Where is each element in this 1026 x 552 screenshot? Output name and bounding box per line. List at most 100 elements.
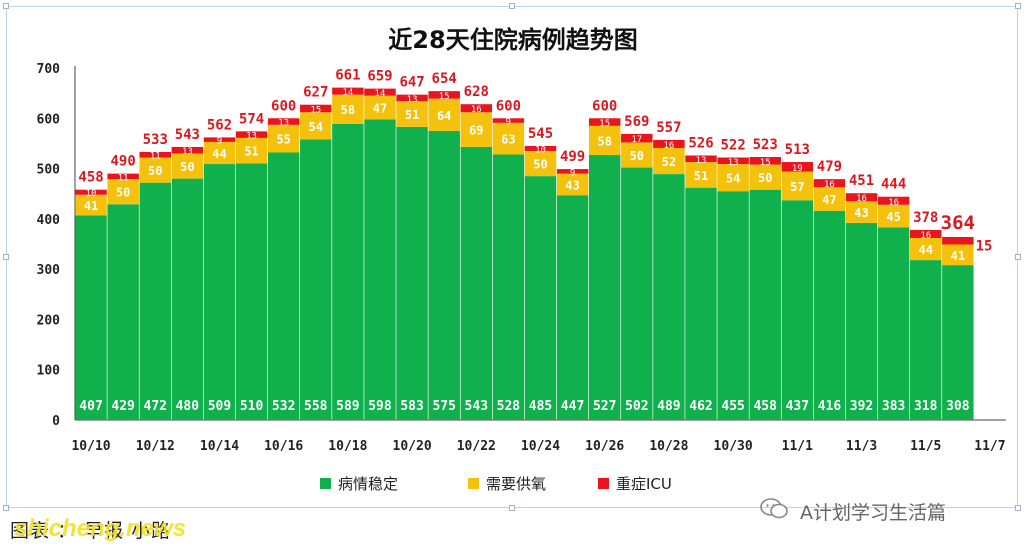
data-label-total: 557	[656, 120, 681, 136]
data-label-total: 647	[399, 75, 424, 91]
bar-oxygen	[300, 112, 332, 140]
data-label-total: 533	[143, 132, 168, 148]
data-label-stable: 489	[657, 399, 680, 414]
data-label-icu: 9	[217, 137, 222, 147]
bar-oxygen	[428, 98, 460, 131]
x-tick-label: 10/26	[585, 439, 624, 454]
data-label-total: 574	[239, 111, 264, 127]
bar-icu	[685, 155, 717, 163]
data-label-oxygen: 58	[341, 103, 355, 117]
data-label-icu: 19	[792, 164, 803, 174]
data-label-stable: 318	[914, 399, 938, 414]
data-label-stable: 598	[368, 399, 392, 414]
data-label-stable: 392	[850, 399, 873, 414]
bar-icu	[781, 162, 814, 172]
data-label-icu: 13	[728, 158, 739, 168]
resize-handle-right[interactable]	[1015, 254, 1021, 260]
bar-stable	[877, 227, 910, 420]
data-label-icu: 15	[439, 92, 450, 102]
data-label-oxygen: 54	[309, 120, 323, 134]
bar-stable	[364, 119, 396, 420]
bar-icu	[524, 145, 557, 151]
x-tick-label: 11/5	[910, 439, 941, 454]
resize-handle-bottom-right[interactable]	[1015, 505, 1021, 511]
data-label-oxygen: 50	[758, 171, 772, 185]
data-label-stable: 437	[786, 399, 809, 414]
data-label-icu: 16	[888, 198, 899, 208]
data-label-total: 444	[881, 177, 906, 193]
bar-oxygen	[460, 112, 493, 147]
data-label-icu: 16	[471, 105, 482, 115]
bar-icu	[717, 157, 749, 165]
data-label-total: 659	[367, 69, 392, 85]
data-label-stable: 589	[336, 399, 359, 414]
bar-oxygen	[364, 95, 396, 120]
resize-handle-bottom[interactable]	[509, 505, 515, 511]
x-tick-label: 10/14	[200, 439, 239, 454]
bar-stable	[942, 265, 974, 420]
x-tick-label: 10/20	[393, 439, 432, 454]
resize-handle-top-right[interactable]	[1015, 3, 1021, 9]
bar-icu	[813, 179, 846, 188]
bar-icu	[910, 229, 942, 238]
bar-icu	[235, 131, 268, 138]
data-label-stable: 308	[946, 399, 970, 414]
data-label-total: 523	[753, 137, 778, 153]
data-label-oxygen: 51	[405, 108, 419, 122]
x-tick-label: 10/28	[649, 439, 688, 454]
bar-oxygen	[524, 150, 557, 177]
data-label-oxygen: 43	[565, 178, 579, 192]
data-label-oxygen: 52	[662, 155, 676, 169]
data-label-total: 628	[464, 84, 489, 100]
bar-oxygen	[588, 125, 621, 155]
bar-oxygen	[492, 122, 525, 155]
resize-handle-bottom-left[interactable]	[3, 505, 9, 511]
footer-brand: shicheng.news	[14, 515, 187, 542]
data-label-stable: 407	[79, 399, 102, 414]
data-label-oxygen: 50	[148, 164, 162, 178]
bar-icu	[492, 118, 525, 123]
data-label-icu: 10	[86, 189, 97, 199]
data-label-stable: 455	[721, 399, 744, 414]
data-label-oxygen: 57	[790, 180, 804, 194]
data-label-total: 522	[720, 138, 745, 154]
y-tick-label: 200	[37, 313, 61, 328]
bar-stable	[267, 152, 300, 421]
data-label-icu: 15	[599, 119, 610, 129]
data-label-stable: 527	[593, 399, 616, 414]
bar-stable	[910, 260, 942, 420]
legend-swatch-oxygen	[468, 478, 479, 489]
data-label-stable: 429	[111, 399, 134, 414]
x-tick-label: 10/30	[714, 439, 753, 454]
data-label-total: 364	[941, 212, 975, 234]
bar-stable	[588, 154, 621, 420]
data-label-icu: 15	[760, 158, 771, 168]
data-label-total: 490	[111, 154, 136, 170]
y-tick-label: 500	[37, 163, 61, 178]
bar-oxygen	[845, 201, 878, 223]
resize-handle-top-left[interactable]	[3, 3, 9, 9]
bar-stable	[171, 178, 204, 420]
bar-icu	[107, 173, 139, 180]
data-label-stable: 583	[400, 399, 423, 414]
bar-icu	[460, 104, 493, 113]
data-label-total: 378	[913, 210, 938, 226]
data-label-stable: 383	[882, 399, 905, 414]
bar-icu	[300, 104, 332, 113]
data-label-stable: 502	[625, 399, 648, 414]
data-label-stable: 510	[240, 399, 264, 414]
data-label-total: 499	[560, 149, 585, 165]
data-label-icu: 11	[118, 173, 129, 183]
resize-handle-left[interactable]	[3, 254, 9, 260]
resize-handle-top[interactable]	[509, 3, 515, 9]
bar-oxygen	[107, 179, 139, 205]
bar-stable	[524, 176, 557, 420]
bar-oxygen	[203, 141, 236, 165]
data-label-total: 458	[78, 170, 103, 186]
bar-stable	[717, 191, 749, 420]
data-label-oxygen: 44	[212, 147, 226, 161]
chart-title: 近28天住院病例趋势图	[388, 26, 637, 54]
data-label-icu: 9	[506, 118, 511, 128]
bar-oxygen	[332, 94, 364, 124]
x-tick-label: 10/24	[521, 439, 560, 454]
